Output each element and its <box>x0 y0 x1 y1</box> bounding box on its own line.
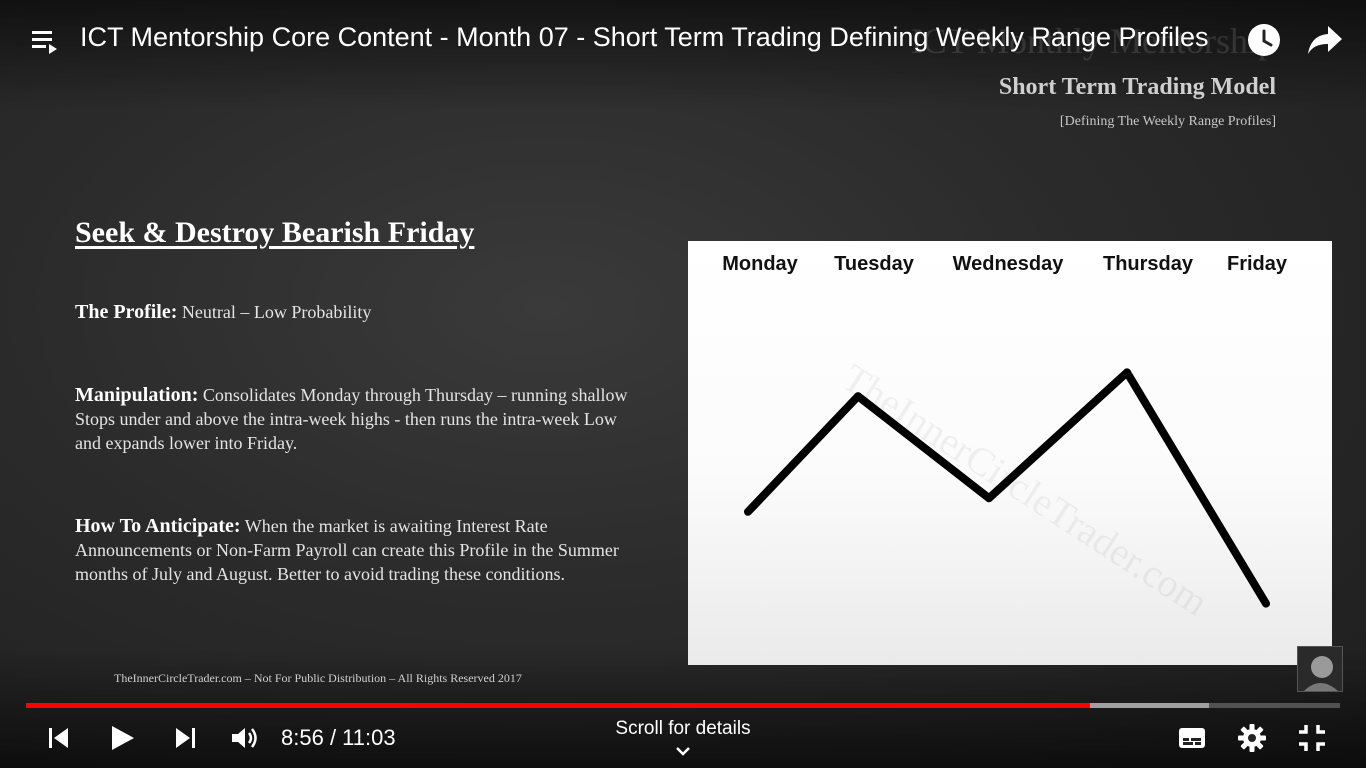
day-label-tuesday: Tuesday <box>834 253 915 275</box>
weekly-profile-chart: TheInnerCircleTrader.com Monday Tuesday We… <box>688 241 1332 665</box>
video-title[interactable]: ICT Mentorship Core Content - Month 07 -… <box>80 22 1209 52</box>
anticipate-text: When the market is awaiting Interest Rat… <box>75 516 619 584</box>
duration: 11:03 <box>342 725 396 750</box>
previous-icon[interactable] <box>46 722 72 759</box>
volume-icon[interactable] <box>229 722 261 759</box>
playlist-icon[interactable] <box>30 26 60 56</box>
anticipate-paragraph: How To Anticipate: When the market is aw… <box>75 514 635 586</box>
price-segment-monday-tuesday <box>744 392 862 516</box>
slide-brand-ghost: ICT Monthly Mentorship <box>910 21 1276 61</box>
time-display: 8:56 / 11:03 <box>281 725 396 751</box>
manipulation-label: Manipulation: <box>75 384 199 406</box>
day-label-friday: Friday <box>1227 253 1288 275</box>
chevron-down-icon[interactable] <box>675 744 691 756</box>
slide-subtitle: Short Term Trading Model <box>998 74 1276 100</box>
play-icon[interactable] <box>108 722 138 759</box>
price-segment-thursday-friday <box>1123 368 1270 608</box>
progress-played <box>26 703 1091 708</box>
scroll-for-details[interactable]: Scroll for details <box>615 718 751 739</box>
manipulation-text: Consolidates Monday through Thursday – r… <box>75 385 628 453</box>
chart-watermark: TheInnerCircleTrader.com <box>834 355 1216 625</box>
day-label-thursday: Thursday <box>1103 253 1194 275</box>
clock-icon[interactable] <box>1246 22 1282 58</box>
day-label-wednesday: Wednesday <box>953 253 1065 275</box>
avatar-icon <box>1298 647 1342 691</box>
slide-footer: TheInnerCircleTrader.com – Not For Publi… <box>114 671 522 685</box>
profile-paragraph: The Profile: Neutral – Low Probability <box>75 300 635 324</box>
current-time: 8:56 <box>281 725 324 750</box>
exit-fullscreen-icon[interactable] <box>1296 722 1328 759</box>
subtitles-icon[interactable] <box>1176 722 1208 759</box>
slide-heading: Seek & Destroy Bearish Friday <box>75 216 475 249</box>
top-overlay <box>0 0 1366 110</box>
bottom-overlay <box>0 648 1366 768</box>
day-label-monday: Monday <box>722 253 798 275</box>
progress-bar[interactable] <box>26 703 1340 708</box>
share-arrow-icon[interactable] <box>1306 22 1344 58</box>
price-segment-tuesday-wednesday <box>854 392 993 503</box>
slide-tagline: [Defining The Weekly Range Profiles] <box>1059 114 1276 129</box>
profile-text: Neutral – Low Probability <box>181 302 372 322</box>
price-segment-wednesday-thursday <box>985 368 1131 503</box>
next-icon[interactable] <box>172 722 198 759</box>
time-separator: / <box>323 725 343 750</box>
anticipate-label: How To Anticipate: <box>75 515 241 537</box>
channel-avatar[interactable] <box>1297 646 1343 692</box>
profile-label: The Profile: <box>75 301 178 323</box>
chart-svg: TheInnerCircleTrader.com Monday Tuesday We… <box>722 253 1288 625</box>
settings-gear-icon[interactable] <box>1236 722 1268 759</box>
manipulation-paragraph: Manipulation: Consolidates Monday throug… <box>75 383 635 455</box>
